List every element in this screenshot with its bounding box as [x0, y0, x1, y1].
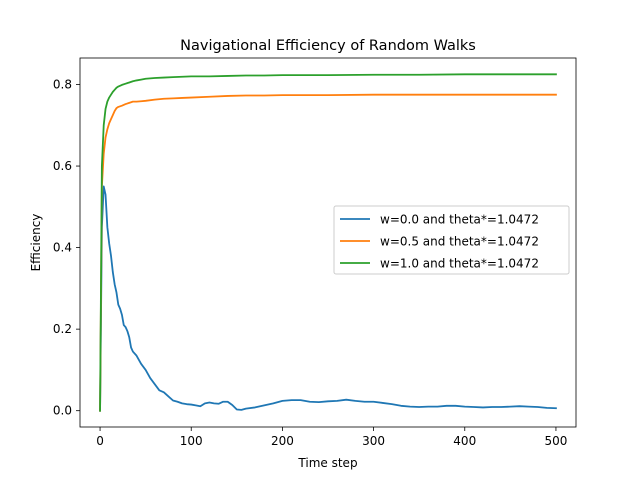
axes	[79, 57, 577, 428]
y-tick-label: 0.0	[53, 404, 72, 418]
series-line-1	[99, 93, 557, 412]
x-tick-label: 500	[544, 434, 567, 448]
y-axis-ticks: 0.0 0.2 0.4 0.6 0.8	[53, 78, 80, 418]
x-axis-ticks: 0 100 200 300 400 500	[96, 427, 567, 448]
chart-title: Navigational Efficiency of Random Walks	[180, 38, 476, 54]
axes-frame	[79, 57, 577, 428]
y-axis-label: Efficiency	[29, 214, 43, 272]
x-axis-label: Time step	[297, 456, 357, 470]
y-tick-label: 0.2	[53, 322, 72, 336]
legend-label-2: w=1.0 and theta*=1.0472	[380, 257, 539, 271]
y-tick-label: 0.6	[53, 159, 72, 173]
x-tick-label: 0	[96, 434, 104, 448]
x-tick-label: 300	[362, 434, 385, 448]
x-tick-label: 400	[453, 434, 476, 448]
plot-area	[99, 73, 557, 412]
legend-label-0: w=0.0 and theta*=1.0472	[380, 213, 539, 227]
x-tick-label: 200	[271, 434, 294, 448]
legend-label-1: w=0.5 and theta*=1.0472	[380, 235, 539, 249]
legend-box	[333, 205, 570, 275]
y-tick-label: 0.8	[53, 78, 72, 92]
legend: w=0.0 and theta*=1.0472 w=0.5 and theta*=…	[333, 205, 570, 275]
x-tick-label: 100	[180, 434, 203, 448]
series-line-0	[99, 185, 557, 412]
series-line-2	[99, 73, 557, 412]
y-tick-label: 0.4	[53, 241, 72, 255]
